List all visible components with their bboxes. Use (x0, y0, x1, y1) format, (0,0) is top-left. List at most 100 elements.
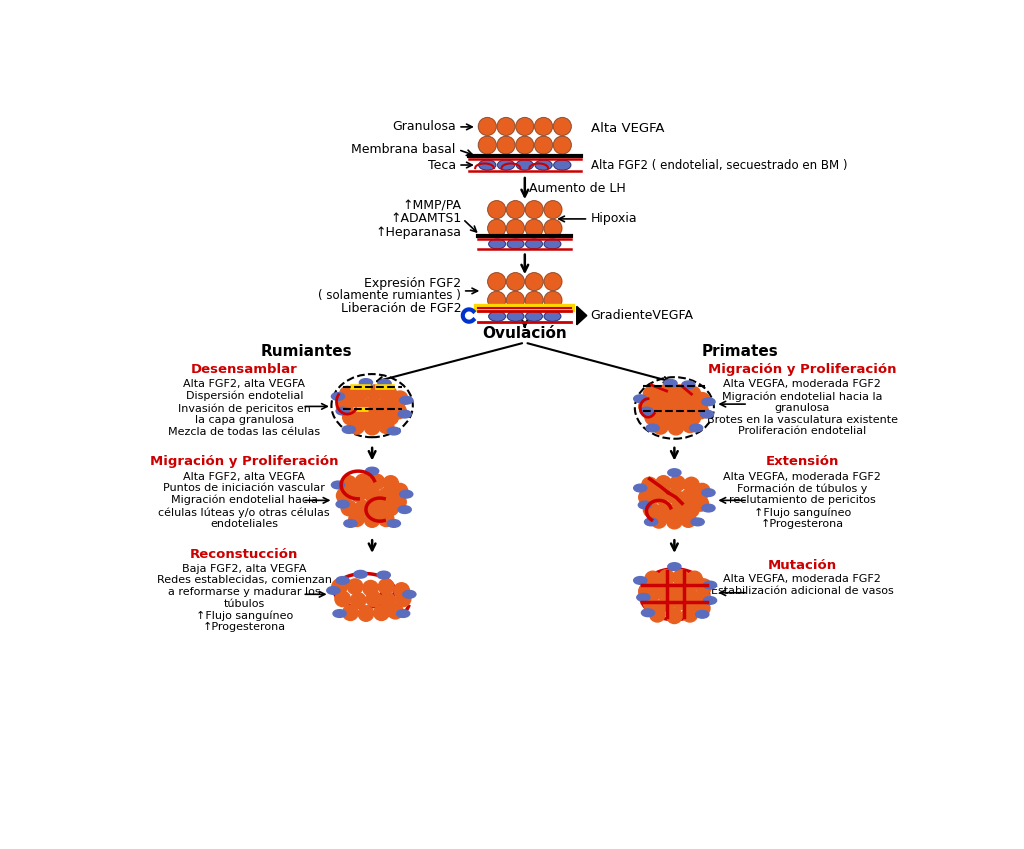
Ellipse shape (344, 520, 357, 527)
Text: Ovulación: Ovulación (482, 326, 567, 340)
Ellipse shape (399, 396, 413, 404)
Ellipse shape (327, 587, 340, 594)
Text: Alta VEGFA, moderada FGF2
Estabilización adicional de vasos: Alta VEGFA, moderada FGF2 Estabilización… (711, 574, 894, 596)
Circle shape (478, 136, 497, 154)
Circle shape (365, 397, 380, 413)
Text: Primates: Primates (701, 344, 778, 359)
Ellipse shape (701, 398, 715, 406)
Circle shape (643, 502, 658, 517)
Circle shape (544, 200, 562, 218)
Circle shape (694, 483, 710, 499)
Circle shape (639, 399, 654, 414)
Ellipse shape (535, 160, 552, 170)
Circle shape (394, 582, 410, 599)
Ellipse shape (638, 501, 651, 509)
Circle shape (378, 511, 394, 526)
Circle shape (356, 409, 372, 424)
Ellipse shape (342, 425, 355, 433)
Ellipse shape (689, 424, 702, 432)
Ellipse shape (691, 518, 705, 526)
Ellipse shape (396, 610, 410, 617)
Circle shape (497, 118, 515, 135)
Circle shape (687, 596, 702, 611)
Circle shape (667, 583, 682, 599)
Circle shape (544, 219, 562, 237)
Circle shape (378, 488, 394, 503)
Circle shape (381, 386, 397, 402)
Circle shape (687, 571, 702, 587)
Circle shape (652, 397, 669, 413)
Circle shape (337, 488, 352, 503)
Circle shape (378, 579, 394, 594)
Circle shape (368, 385, 383, 400)
Circle shape (667, 608, 682, 623)
Circle shape (365, 486, 380, 502)
Ellipse shape (377, 571, 390, 579)
Ellipse shape (332, 481, 345, 489)
Text: Migración y Proliferación: Migración y Proliferación (708, 363, 896, 376)
Circle shape (670, 475, 685, 491)
Circle shape (684, 477, 699, 492)
Circle shape (371, 408, 386, 424)
Circle shape (696, 579, 712, 594)
Circle shape (507, 200, 524, 218)
Text: Mutación: Mutación (768, 559, 837, 571)
Circle shape (343, 409, 358, 424)
Circle shape (378, 397, 394, 413)
Text: Reconstucción: Reconstucción (190, 548, 298, 560)
Text: Alta VEGFA: Alta VEGFA (591, 121, 665, 134)
Circle shape (553, 118, 571, 135)
Circle shape (544, 291, 562, 309)
Circle shape (672, 385, 687, 400)
Circle shape (525, 200, 543, 218)
Circle shape (639, 583, 654, 599)
Circle shape (388, 604, 403, 619)
Circle shape (681, 512, 696, 527)
Ellipse shape (378, 380, 391, 387)
Circle shape (349, 511, 365, 526)
Text: Liberación de FGF2: Liberación de FGF2 (341, 302, 461, 315)
Circle shape (332, 579, 347, 594)
Text: Alta FGF2 ( endotelial, secuestrado en BM ): Alta FGF2 ( endotelial, secuestrado en B… (591, 159, 847, 171)
Text: Granulosa: Granulosa (392, 121, 456, 133)
Circle shape (335, 591, 350, 607)
Text: Expresión FGF2: Expresión FGF2 (365, 277, 461, 290)
Circle shape (525, 291, 543, 309)
Ellipse shape (634, 395, 647, 402)
Text: Baja FGF2, alta VEGFA
Redes establecidas, comienzan
a reformarse y madurar los
t: Baja FGF2, alta VEGFA Redes establecidas… (157, 564, 332, 633)
Circle shape (685, 386, 700, 402)
Ellipse shape (402, 590, 416, 599)
Ellipse shape (507, 239, 524, 249)
Ellipse shape (703, 582, 717, 589)
Circle shape (535, 118, 553, 135)
Circle shape (681, 490, 696, 505)
Circle shape (392, 391, 408, 407)
Text: Membrana basal: Membrana basal (351, 143, 456, 156)
Circle shape (685, 409, 700, 424)
Circle shape (672, 500, 687, 515)
Circle shape (365, 419, 380, 435)
Circle shape (350, 397, 366, 413)
Circle shape (391, 494, 407, 509)
Circle shape (667, 514, 682, 529)
Text: Alta FGF2, alta VEGFA
Puntos de iniciación vascular
Migración endotelial hacia
c: Alta FGF2, alta VEGFA Puntos de iniciaci… (159, 471, 330, 529)
Circle shape (365, 512, 380, 527)
Ellipse shape (387, 520, 400, 527)
Circle shape (681, 397, 696, 413)
Circle shape (643, 596, 658, 611)
Circle shape (657, 502, 673, 517)
Circle shape (643, 386, 658, 402)
Circle shape (380, 593, 395, 608)
Circle shape (535, 136, 553, 154)
Circle shape (525, 273, 543, 290)
Text: Alta VEGFA, moderada FGF2
Migración endotelial hacia la
granulosa
Brotes en la v: Alta VEGFA, moderada FGF2 Migración endo… (707, 380, 898, 436)
Circle shape (392, 483, 408, 499)
Circle shape (340, 386, 355, 402)
Circle shape (642, 477, 657, 492)
Circle shape (694, 590, 710, 605)
Circle shape (341, 475, 356, 491)
Circle shape (693, 496, 709, 511)
Circle shape (516, 136, 534, 154)
Circle shape (681, 583, 696, 599)
Ellipse shape (333, 610, 346, 617)
